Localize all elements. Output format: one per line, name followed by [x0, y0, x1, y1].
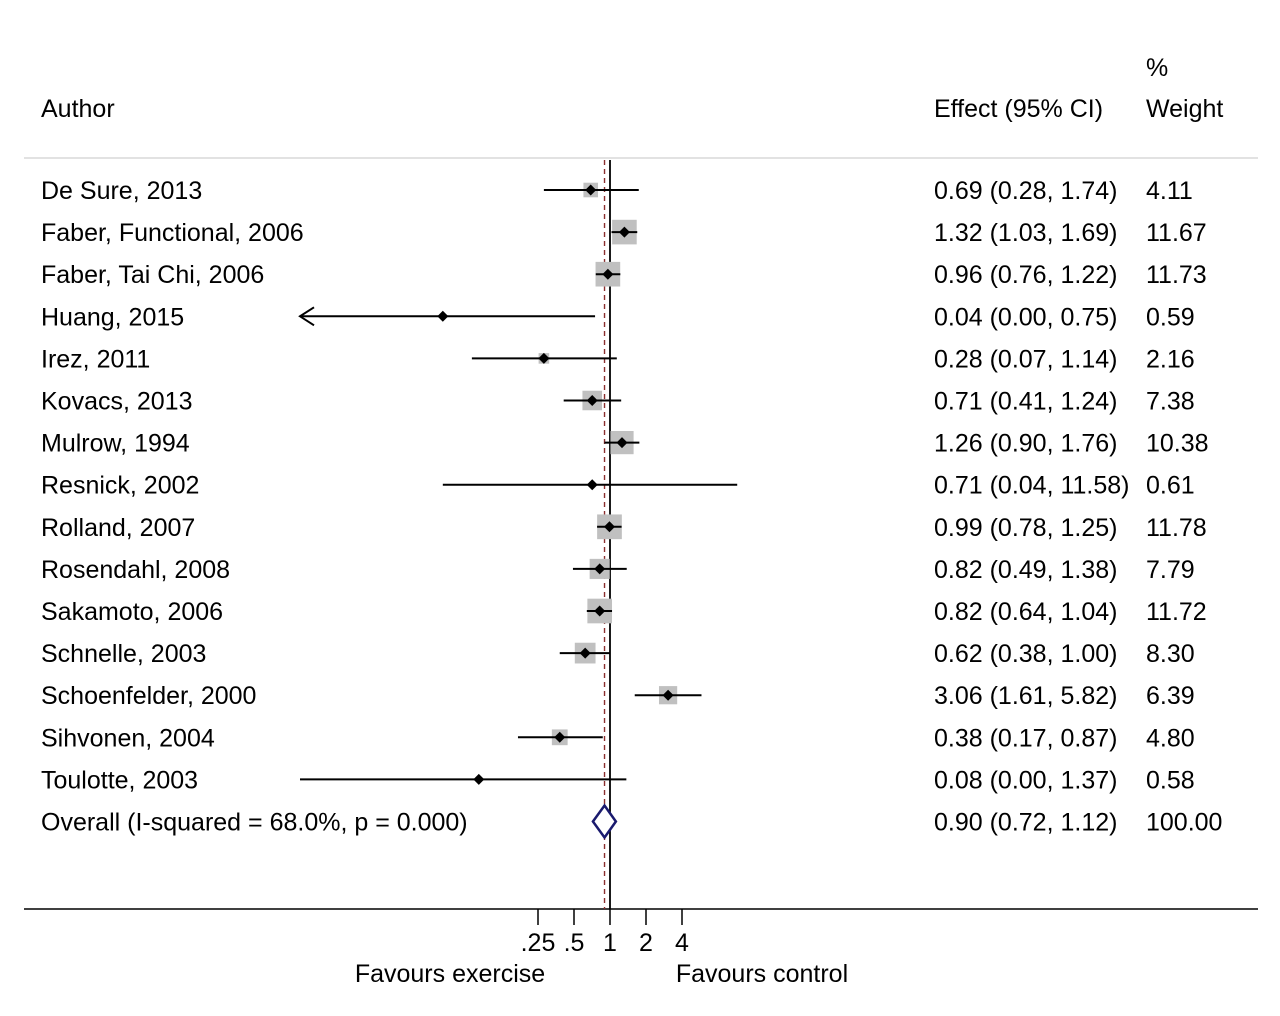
- point-estimate: [579, 647, 591, 659]
- point-estimate: [594, 605, 606, 617]
- study-row: Rosendahl, 2008 0.82 (0.49, 1.38) 7.79: [41, 556, 1195, 584]
- study-author: Faber, Tai Chi, 2006: [41, 261, 264, 289]
- study-row: Toulotte, 2003 0.08 (0.00, 1.37) 0.58: [41, 766, 1195, 794]
- study-author: Schoenfelder, 2000: [41, 682, 256, 710]
- overall-diamond: [591, 803, 618, 840]
- study-row: Faber, Tai Chi, 2006 0.96 (0.76, 1.22) 11.…: [41, 261, 1207, 289]
- overall-weight: 100.00: [1146, 809, 1222, 837]
- study-weight: 6.39: [1146, 682, 1195, 710]
- xlabel-right: Favours control: [676, 960, 848, 988]
- study-author: Mulrow, 1994: [41, 430, 190, 458]
- study-effect-ci: 0.71 (0.41, 1.24): [934, 388, 1117, 416]
- study-row: Rolland, 2007 0.99 (0.78, 1.25) 11.78: [41, 514, 1207, 542]
- x-axis-ticks: .25 .5 1 2 4: [521, 909, 689, 957]
- x-tick-label: 4: [675, 929, 689, 957]
- study-weight: 10.38: [1146, 430, 1209, 458]
- study-row: De Sure, 2013 0.69 (0.28, 1.74) 4.11: [41, 177, 1193, 205]
- study-row: Huang, 2015 0.04 (0.00, 0.75) 0.59: [41, 303, 1195, 331]
- x-tick-label: .5: [564, 929, 585, 957]
- study-author: Rosendahl, 2008: [41, 556, 230, 584]
- study-weight: 11.78: [1146, 514, 1207, 542]
- x-tick-label: 1: [603, 929, 617, 957]
- xlabel-left: Favours exercise: [355, 960, 545, 988]
- study-weight: 11.72: [1146, 598, 1207, 626]
- study-author: Resnick, 2002: [41, 472, 199, 500]
- point-estimate: [586, 479, 598, 491]
- study-author: De Sure, 2013: [41, 177, 202, 205]
- study-row: Sihvonen, 2004 0.38 (0.17, 0.87) 4.80: [41, 724, 1195, 752]
- study-weight: 4.80: [1146, 724, 1195, 752]
- point-estimate: [437, 310, 449, 322]
- study-effect-ci: 0.82 (0.64, 1.04): [934, 598, 1117, 626]
- point-estimate: [618, 226, 630, 238]
- point-estimate: [594, 563, 606, 575]
- study-author: Huang, 2015: [41, 303, 184, 331]
- study-author: Sakamoto, 2006: [41, 598, 223, 626]
- point-estimate: [585, 184, 597, 196]
- overall-row: Overall (I-squared = 68.0%, p = 0.000) 0.…: [41, 803, 1222, 840]
- overall-effect-ci: 0.90 (0.72, 1.12): [934, 809, 1117, 837]
- study-author: Schnelle, 2003: [41, 640, 206, 668]
- study-weight: 8.30: [1146, 640, 1195, 668]
- study-effect-ci: 0.28 (0.07, 1.14): [934, 345, 1117, 373]
- x-tick-label: .25: [521, 929, 556, 957]
- study-author: Sihvonen, 2004: [41, 724, 215, 752]
- study-effect-ci: 0.71 (0.04, 11.58): [934, 472, 1130, 500]
- study-weight: 2.16: [1146, 345, 1195, 373]
- point-estimate: [586, 395, 598, 406]
- point-estimate: [662, 689, 674, 701]
- study-weight: 0.61: [1146, 472, 1195, 500]
- study-weight: 0.58: [1146, 766, 1195, 794]
- study-effect-ci: 0.99 (0.78, 1.25): [934, 514, 1117, 542]
- header-author: Author: [41, 95, 115, 123]
- study-effect-ci: 0.82 (0.49, 1.38): [934, 556, 1117, 584]
- study-weight: 7.79: [1146, 556, 1195, 584]
- study-weight: 4.11: [1146, 177, 1193, 205]
- study-effect-ci: 1.32 (1.03, 1.69): [934, 219, 1117, 247]
- study-effect-ci: 1.26 (0.90, 1.76): [934, 430, 1117, 458]
- study-weight: 7.38: [1146, 388, 1195, 416]
- study-effect-ci: 0.38 (0.17, 0.87): [934, 724, 1117, 752]
- study-row: Irez, 2011 0.28 (0.07, 1.14) 2.16: [41, 345, 1195, 373]
- study-row: Resnick, 2002 0.71 (0.04, 11.58) 0.61: [41, 472, 1195, 500]
- study-author: Toulotte, 2003: [41, 766, 198, 794]
- study-row: Kovacs, 2013 0.71 (0.41, 1.24) 7.38: [41, 388, 1195, 416]
- study-weight: 11.67: [1146, 219, 1207, 247]
- study-row: Schnelle, 2003 0.62 (0.38, 1.00) 8.30: [41, 640, 1195, 668]
- study-author: Faber, Functional, 2006: [41, 219, 304, 247]
- study-row: Sakamoto, 2006 0.82 (0.64, 1.04) 11.72: [41, 598, 1207, 626]
- header-weight-percent: %: [1146, 54, 1168, 82]
- study-rows: De Sure, 2013 0.69 (0.28, 1.74) 4.11 Faber,…: [41, 160, 1222, 909]
- point-estimate: [616, 437, 628, 449]
- study-row: Schoenfelder, 2000 3.06 (1.61, 5.82) 6.39: [41, 682, 1195, 710]
- point-estimate: [554, 731, 566, 743]
- ci-arrow: [298, 306, 315, 327]
- point-estimate: [538, 352, 550, 364]
- header-weight: Weight: [1146, 95, 1223, 123]
- study-weight: 0.59: [1146, 303, 1195, 331]
- study-effect-ci: 0.08 (0.00, 1.37): [934, 766, 1117, 794]
- study-effect-ci: 0.04 (0.00, 0.75): [934, 303, 1117, 331]
- point-estimate: [603, 521, 615, 533]
- point-estimate: [473, 773, 485, 785]
- study-author: Kovacs, 2013: [41, 388, 193, 416]
- x-tick-label: 2: [639, 929, 653, 957]
- study-effect-ci: 0.62 (0.38, 1.00): [934, 640, 1117, 668]
- study-author: Irez, 2011: [41, 345, 150, 373]
- study-weight: 11.73: [1146, 261, 1207, 289]
- study-effect-ci: 3.06 (1.61, 5.82): [934, 682, 1117, 710]
- point-estimate: [602, 268, 614, 280]
- header-effect: Effect (95% CI): [934, 95, 1103, 123]
- study-author: Rolland, 2007: [41, 514, 195, 542]
- study-row: Faber, Functional, 2006 1.32 (1.03, 1.69)…: [41, 219, 1207, 247]
- study-effect-ci: 0.69 (0.28, 1.74): [934, 177, 1117, 205]
- study-row: Mulrow, 1994 1.26 (0.90, 1.76) 10.38: [41, 430, 1209, 458]
- study-effect-ci: 0.96 (0.76, 1.22): [934, 261, 1117, 289]
- overall-label: Overall (I-squared = 68.0%, p = 0.000): [41, 809, 468, 837]
